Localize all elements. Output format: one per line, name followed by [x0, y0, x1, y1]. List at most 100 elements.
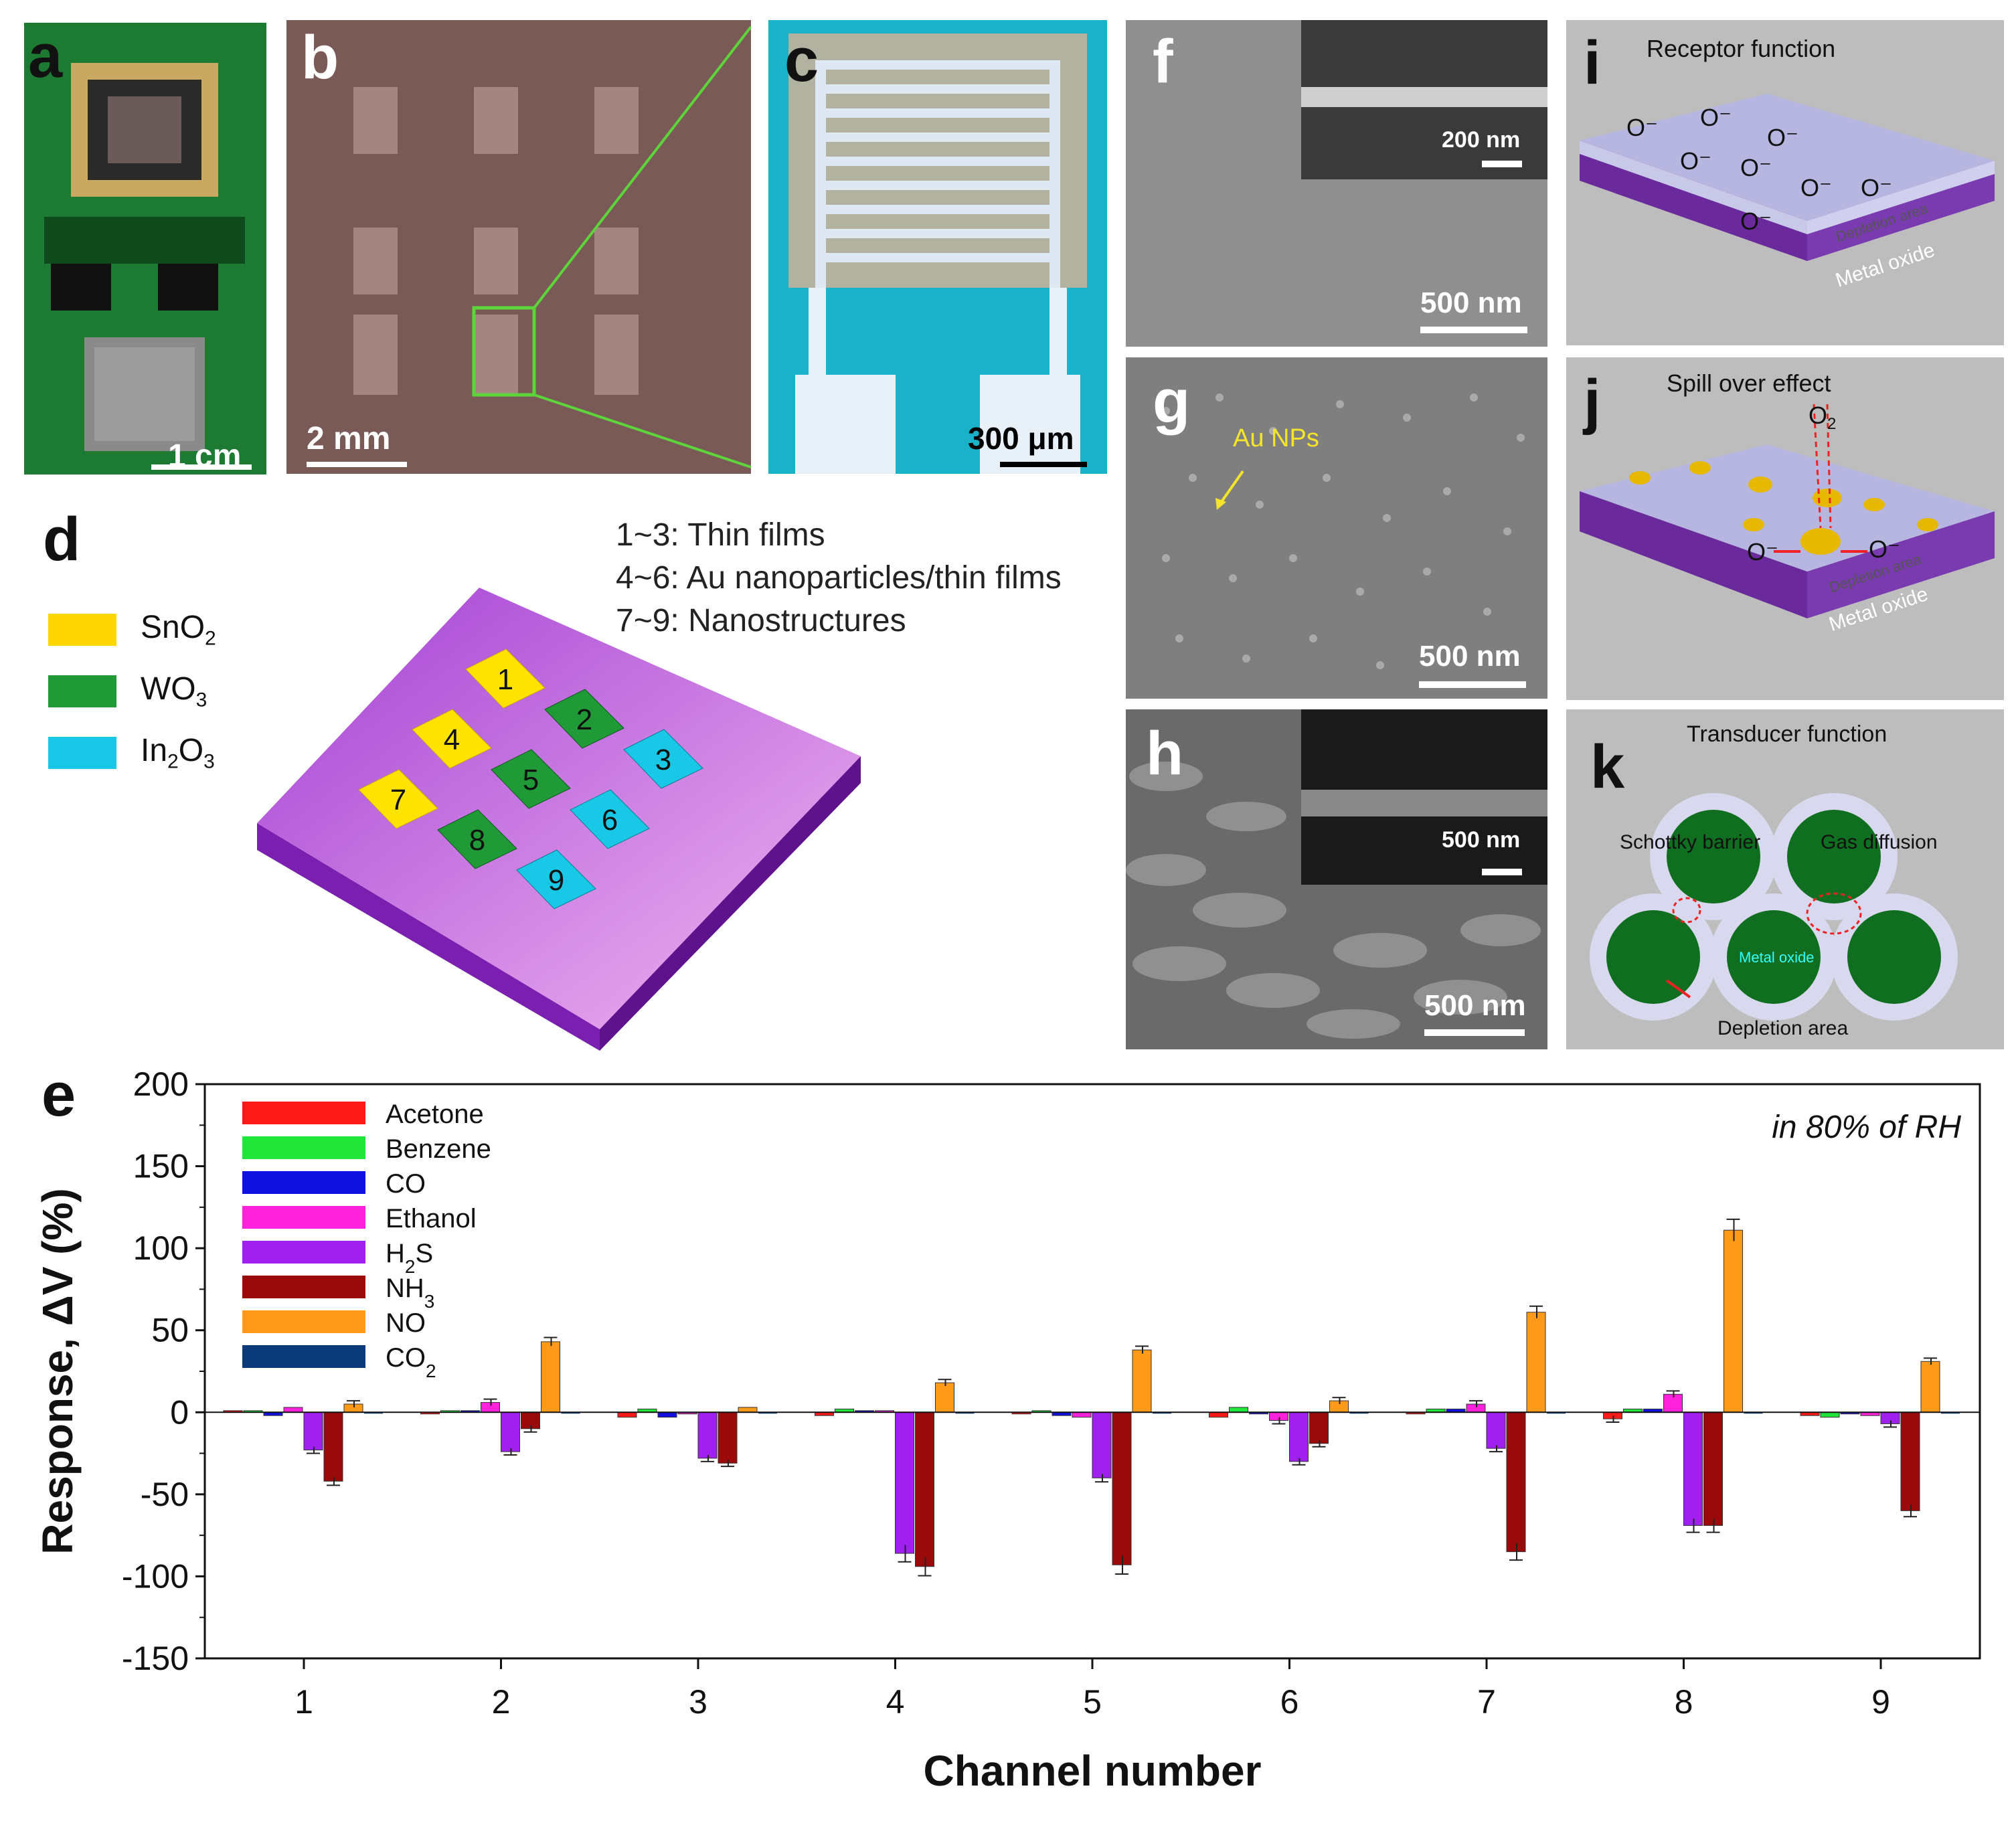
y-tick-label: 0: [170, 1393, 189, 1431]
bar-h2s-ch1: [303, 1411, 323, 1451]
bar-nh3-ch5: [1112, 1411, 1132, 1565]
legend-formula: SnO: [141, 610, 205, 645]
sensor-cell-1: [465, 648, 545, 709]
cell-number: 7: [390, 784, 406, 816]
legend-swatch: [48, 613, 116, 646]
legend-label: WO3: [141, 671, 207, 712]
x-tick-label: 5: [1083, 1683, 1102, 1721]
au-np-annotation: Au NPs: [1233, 424, 1319, 452]
legend-label: SnO2: [141, 609, 216, 651]
bar-nh3-ch7: [1506, 1411, 1526, 1553]
bar-ethanol-ch1: [283, 1407, 303, 1413]
spillover-slab-diagram: [1580, 404, 1995, 618]
legend-label: CO: [386, 1169, 426, 1199]
bar-nh3-ch8: [1703, 1411, 1723, 1526]
bar-no-ch3: [738, 1407, 758, 1413]
ion-o-minus: O⁻: [1767, 124, 1799, 151]
ion-o-minus: O⁻: [1747, 538, 1779, 566]
panel-label: j: [1584, 367, 1601, 436]
legend-swatch: [242, 1310, 365, 1333]
bar-h2s-ch5: [1092, 1411, 1112, 1478]
gas-symbol: O: [1809, 402, 1828, 429]
panel-f-sem-thin-film: 200 nm f 500 nm: [1126, 20, 1547, 347]
cell-numbers: 1 2 3 4 5 6 7 8 9: [390, 663, 671, 897]
scale-bar-label: 300 μm: [968, 421, 1074, 456]
scale-bar-label: 500 nm: [1419, 640, 1521, 673]
scale-bar: [307, 462, 407, 467]
cell-number: 8: [469, 824, 485, 857]
bar-no-ch8: [1724, 1229, 1743, 1413]
legend-label: Benzene: [386, 1134, 491, 1164]
interdigitated-electrode-drawing: [768, 20, 1107, 474]
note-thin-films: 1~3: Thin films: [616, 517, 825, 553]
panel-label: e: [41, 1064, 76, 1129]
sem-inset: 500 nm: [1301, 709, 1547, 885]
scale-bar: [1424, 1029, 1525, 1036]
chip-drawing: [286, 20, 751, 474]
x-tick-label: 9: [1871, 1683, 1890, 1721]
panel-label: f: [1153, 27, 1173, 96]
gas-subscript: 2: [1827, 415, 1837, 434]
x-tick-label: 1: [295, 1683, 313, 1721]
sensor-cell-9: [516, 849, 596, 909]
legend-subscript: 2: [205, 627, 216, 650]
panel-label: h: [1146, 719, 1184, 788]
nanorod-layer: [1301, 790, 1547, 816]
x-tick-label: 3: [689, 1683, 707, 1721]
film-edge: [1301, 87, 1547, 107]
bar-h2s-ch6: [1289, 1411, 1309, 1462]
x-tick-label: 6: [1280, 1683, 1299, 1721]
panel-title: Spill over effect: [1667, 369, 1831, 397]
legend-swatch: [48, 675, 116, 707]
sensor-cell-7: [358, 769, 438, 829]
bar-acetone-ch3: [617, 1411, 637, 1418]
scale-bar: [1000, 462, 1087, 467]
bar-nh3-ch1: [323, 1411, 343, 1482]
grain-diagram: [1590, 793, 1958, 1021]
panel-title: Receptor function: [1647, 35, 1836, 62]
panel-d-sensor-array-schematic: d SnO2 WO3 In2O3 1~3: Thin films 4~6: Au…: [24, 509, 1122, 1057]
legend-swatch: [242, 1206, 365, 1229]
panel-label: i: [1584, 29, 1601, 97]
scale-bar: [1419, 681, 1526, 688]
ion-o-minus: O⁻: [1861, 174, 1893, 201]
bar-nh3-ch6: [1309, 1411, 1329, 1444]
legend-label: In2O3: [141, 732, 215, 774]
scale-bar-label: 1 cm: [168, 438, 242, 474]
au-np-dots: [1162, 394, 1525, 669]
ion-o-minus: O⁻: [1700, 104, 1732, 131]
bar-h2s-ch8: [1683, 1411, 1703, 1526]
ion-o-minus: O⁻: [1800, 174, 1833, 201]
ion-o-minus: O⁻: [1680, 147, 1712, 175]
sem-inset: 200 nm: [1301, 20, 1547, 179]
bar-no-ch7: [1526, 1312, 1546, 1413]
receptor-slab-diagram: [1580, 94, 1995, 261]
ion-o-minus: O⁻: [1740, 154, 1772, 181]
panel-label: c: [784, 26, 819, 94]
panel-title: Transducer function: [1687, 721, 1887, 747]
legend-formula: O: [178, 733, 204, 768]
legend-label: NH3: [386, 1274, 434, 1312]
scale-bar-label: 500 nm: [1420, 286, 1522, 319]
inset-scale-bar: [1482, 869, 1522, 875]
panel-label: k: [1590, 733, 1625, 801]
bar-h2s-ch7: [1486, 1411, 1506, 1449]
legend-swatch: [242, 1171, 365, 1194]
ion-o-minus: O⁻: [1740, 207, 1772, 235]
sensor-cell-8: [437, 809, 517, 869]
panel-label: a: [28, 23, 63, 90]
panel-b-chip-photo: b 2 mm: [286, 20, 751, 474]
scale-bar-label: 500 nm: [1424, 989, 1526, 1022]
legend-swatch: [48, 736, 116, 769]
core-label: Metal oxide: [1739, 949, 1815, 966]
panel-k-transducer-function: Transducer function Schottky barrier Gas…: [1566, 709, 2004, 1049]
y-tick-label: 200: [133, 1065, 189, 1103]
panel-i-receptor-function: Receptor function O⁻ O⁻ O⁻ O⁻ O⁻ O⁻ O⁻ O…: [1566, 20, 2004, 345]
plot-frame: [203, 1083, 1981, 1660]
x-tick-label: 7: [1477, 1683, 1496, 1721]
ion-o-minus: O⁻: [1869, 535, 1901, 563]
cell-number: 6: [602, 804, 618, 837]
response-bar-chart: -150 -100 -50 0 50 100 150 200 1 2 3 4 5 6 7 8 9 Acetone…: [33, 1065, 1981, 1795]
bar-nh3-ch3: [718, 1411, 738, 1464]
panel-c-electrode-micrograph: c 300 μm: [768, 20, 1107, 474]
